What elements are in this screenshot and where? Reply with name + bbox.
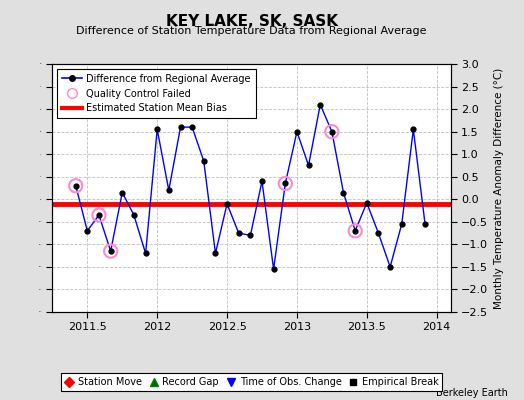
Point — [351, 228, 359, 234]
Text: Berkeley Earth: Berkeley Earth — [436, 388, 508, 398]
Text: KEY LAKE, SK, SASK: KEY LAKE, SK, SASK — [166, 14, 337, 29]
Point — [106, 248, 115, 254]
Y-axis label: Monthly Temperature Anomaly Difference (°C): Monthly Temperature Anomaly Difference (… — [494, 67, 504, 309]
Point — [72, 182, 80, 189]
Point — [281, 180, 290, 187]
Legend: Difference from Regional Average, Quality Control Failed, Estimated Station Mean: Difference from Regional Average, Qualit… — [57, 69, 256, 118]
Point — [95, 212, 103, 218]
Point — [328, 128, 336, 135]
Legend: Station Move, Record Gap, Time of Obs. Change, Empirical Break: Station Move, Record Gap, Time of Obs. C… — [61, 373, 442, 391]
Text: Difference of Station Temperature Data from Regional Average: Difference of Station Temperature Data f… — [77, 26, 427, 36]
